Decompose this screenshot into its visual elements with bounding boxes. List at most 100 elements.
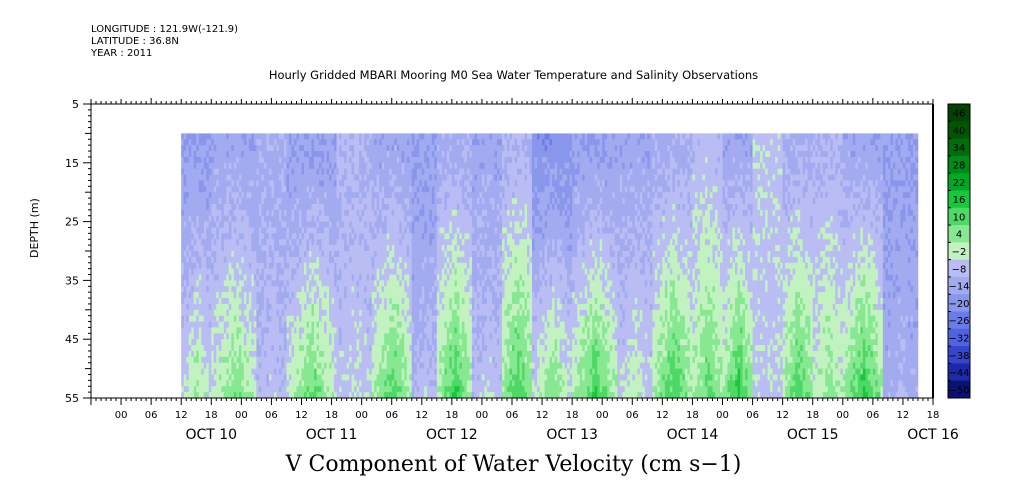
heatmap-cell: [401, 362, 405, 369]
heatmap-cell: [411, 386, 415, 393]
heatmap-cell: [356, 268, 360, 275]
heatmap-cell: [456, 162, 460, 169]
heatmap-cell: [341, 233, 345, 240]
heatmap-cell: [456, 303, 460, 311]
heatmap-cell: [449, 356, 453, 364]
heatmap-cell: [273, 392, 277, 399]
heatmap-cell: [426, 227, 430, 234]
heatmap-cell: [331, 315, 335, 322]
heatmap-cell: [334, 209, 337, 217]
heatmap-cell: [291, 356, 295, 364]
heatmap-cell: [183, 262, 187, 269]
heatmap-cell: [416, 380, 420, 387]
heatmap-cell: [344, 215, 347, 222]
heatmap-cell: [236, 321, 240, 328]
heatmap-cell: [241, 192, 245, 199]
heatmap-cell: [193, 203, 197, 211]
heatmap-cell: [211, 262, 215, 269]
heatmap-cell: [376, 262, 380, 269]
heatmap-cell: [238, 268, 242, 275]
heatmap-cell: [344, 392, 347, 399]
heatmap-cell: [389, 151, 393, 158]
heatmap-cell: [226, 350, 230, 358]
heatmap-cell: [404, 174, 408, 181]
heatmap-cell: [206, 186, 210, 193]
heatmap-cell: [429, 251, 433, 258]
heatmap-cell: [306, 274, 310, 281]
heatmap-cell: [421, 251, 425, 258]
heatmap-cell: [188, 286, 192, 293]
heatmap-cell: [193, 309, 197, 316]
heatmap-cell: [401, 145, 405, 152]
heatmap-cell: [208, 162, 212, 169]
heatmap-cell: [384, 309, 388, 316]
heatmap-cell: [316, 309, 320, 316]
heatmap-cell: [336, 309, 340, 316]
heatmap-cell: [416, 192, 420, 199]
heatmap-cell: [321, 133, 325, 140]
heatmap-cell: [391, 327, 395, 334]
heatmap-cell: [193, 362, 197, 369]
heatmap-cell: [429, 174, 433, 181]
heatmap-cell: [213, 327, 217, 334]
heatmap-cell: [186, 256, 190, 264]
heatmap-cell: [456, 327, 460, 334]
heatmap-cell: [291, 186, 295, 193]
heatmap-cell: [238, 362, 242, 369]
heatmap-cell: [298, 321, 302, 328]
heatmap-cell: [248, 198, 252, 205]
heatmap-cell: [283, 245, 287, 252]
heatmap-cell: [231, 386, 235, 393]
heatmap-cell: [258, 209, 262, 217]
heatmap-cell: [296, 298, 300, 305]
heatmap-cell: [421, 392, 425, 399]
heatmap-cell: [411, 168, 415, 175]
heatmap-cell: [426, 286, 430, 293]
heatmap-cell: [233, 180, 237, 187]
heatmap-cell: [366, 380, 370, 387]
heatmap-cell: [216, 392, 220, 399]
heatmap-cell: [351, 192, 355, 199]
heatmap-cell: [391, 168, 395, 175]
heatmap-cell: [183, 162, 187, 169]
heatmap-cell: [426, 156, 430, 164]
heatmap-cell: [424, 345, 428, 352]
heatmap-cell: [371, 192, 375, 199]
heatmap-cell: [384, 151, 388, 158]
heatmap-cell: [258, 356, 262, 364]
heatmap-cell: [416, 174, 420, 181]
heatmap-cell: [399, 151, 403, 158]
heatmap-cell: [203, 227, 207, 234]
heatmap-cell: [304, 203, 307, 211]
heatmap-cell: [421, 256, 425, 264]
heatmap-cell: [278, 156, 282, 164]
heatmap-cell: [391, 298, 395, 305]
heatmap-cell: [444, 233, 448, 240]
heatmap-cell: [298, 239, 302, 246]
heatmap-cell: [263, 327, 267, 334]
heatmap-cell: [301, 392, 305, 399]
heatmap-cell: [238, 139, 242, 146]
heatmap-cell: [191, 345, 195, 352]
heatmap-cell: [446, 356, 450, 364]
heatmap-cell: [354, 386, 357, 393]
heatmap-cell: [324, 368, 327, 375]
heatmap-cell: [374, 198, 377, 205]
heatmap-cell: [436, 362, 440, 369]
heatmap-cell: [419, 298, 423, 305]
heatmap-cell: [344, 174, 347, 181]
heatmap-cell: [216, 298, 220, 305]
heatmap-cell: [231, 362, 235, 369]
heatmap-cell: [401, 251, 405, 258]
heatmap-cell: [394, 298, 398, 305]
heatmap-cell: [359, 327, 362, 334]
heatmap-cell: [321, 386, 325, 393]
heatmap-cell: [444, 139, 448, 146]
heatmap-cell: [223, 251, 227, 258]
heatmap-cell: [223, 362, 227, 369]
heatmap-cell: [439, 192, 443, 199]
heatmap-cell: [369, 327, 372, 334]
heatmap-cell: [216, 239, 220, 246]
heatmap-cell: [286, 368, 290, 375]
heatmap-cell: [319, 309, 322, 316]
